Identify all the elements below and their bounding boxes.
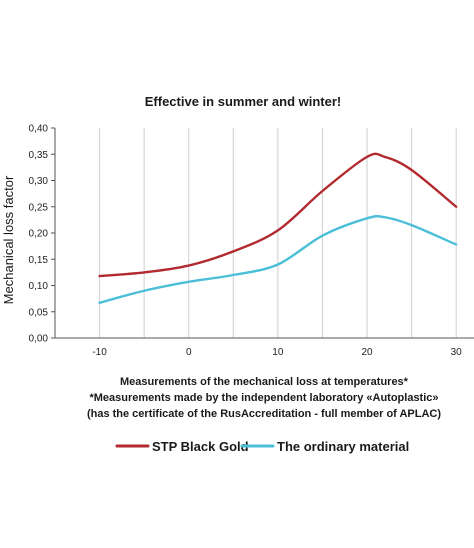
series-line-ordinary-material (98, 215, 458, 305)
x-axis-caption-line-3: (has the certificate of the RusAccredita… (87, 408, 441, 420)
y-tick-label: 0,30 (29, 176, 49, 187)
y-axis-label: Mechanical loss factor (1, 175, 16, 304)
x-tick-label: 30 (451, 347, 463, 358)
x-axis-caption-line-2: *Measurements made by the independent la… (89, 392, 438, 404)
chart-title: Effective in summer and winter! (145, 94, 342, 109)
x-tick-label: 0 (186, 347, 192, 358)
legend-label-stp-black-gold: STP Black Gold (152, 439, 249, 454)
y-tick-label: 0,15 (29, 255, 49, 266)
x-axis-ticks: -10 0 10 20 30 (92, 347, 462, 358)
x-tick-label: 20 (361, 347, 373, 358)
grid (54, 128, 457, 338)
y-tick-label: 0,20 (29, 229, 49, 240)
x-tick-label: -10 (92, 347, 107, 358)
x-axis-caption: Measurements of the mechanical loss at t… (87, 376, 441, 420)
x-axis-caption-line-1: Measurements of the mechanical loss at t… (120, 376, 409, 388)
series-lines (98, 152, 458, 305)
y-tick-label: 0,00 (29, 334, 49, 345)
x-tick-label: 10 (272, 347, 284, 358)
y-tick-label: 0,40 (29, 124, 49, 135)
y-axis-ticks: 0,00 0,05 0,10 0,15 0,20 0,25 0,30 0,35 0,40 (29, 124, 55, 345)
legend-label-ordinary-material: The ordinary material (277, 439, 409, 454)
y-tick-label: 0,35 (29, 150, 49, 161)
legend: STP Black Gold The ordinary material (115, 439, 409, 454)
y-tick-label: 0,25 (29, 202, 49, 213)
series-line-stp-black-gold (98, 152, 458, 278)
y-tick-label: 0,05 (29, 307, 49, 318)
y-tick-label: 0,10 (29, 281, 49, 292)
